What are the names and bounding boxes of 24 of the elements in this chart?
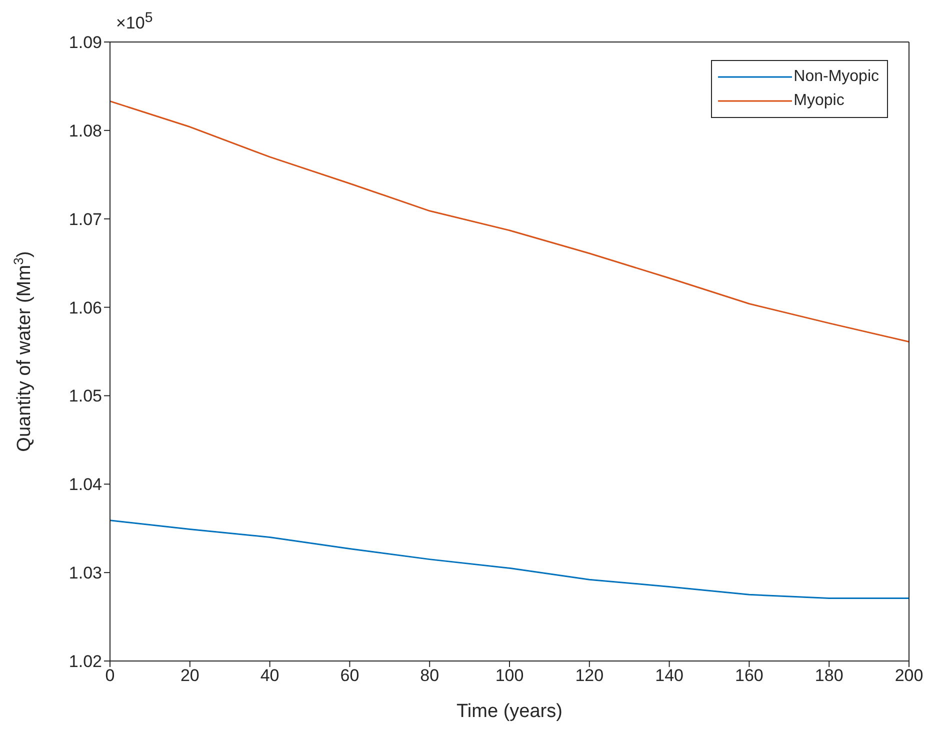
y-tick-label: 1.09 xyxy=(68,33,102,52)
x-tick-label: 20 xyxy=(180,666,200,686)
x-tick-label: 40 xyxy=(260,666,280,686)
legend-label: Non-Myopic xyxy=(794,68,879,86)
x-tick-label: 140 xyxy=(655,666,684,686)
x-tick-label: 60 xyxy=(340,666,360,686)
x-tick-label: 160 xyxy=(735,666,764,686)
y-tick-label: 1.04 xyxy=(68,475,102,494)
x-tick-label: 80 xyxy=(420,666,440,686)
x-tick-label: 180 xyxy=(814,666,844,686)
y-tick-label: 1.07 xyxy=(68,210,102,229)
y-tick-label: 1.06 xyxy=(68,298,102,318)
x-axis-title: Time (years) xyxy=(456,701,562,722)
text: ×10$^{5}$ xyxy=(116,10,153,34)
line-series xyxy=(110,520,909,599)
x-tick-label: 100 xyxy=(495,666,524,686)
x-tick-label: 0 xyxy=(105,666,115,686)
x-tick-label: 200 xyxy=(894,666,924,686)
y-tick-label: 1.08 xyxy=(68,121,102,140)
y-tick-label: 1.03 xyxy=(68,564,102,583)
x-tick-label: 120 xyxy=(575,666,604,686)
y-tick-label: 1.02 xyxy=(68,652,102,672)
legend-label: Myopic xyxy=(794,92,844,110)
y-tick-label: 1.05 xyxy=(68,386,102,406)
